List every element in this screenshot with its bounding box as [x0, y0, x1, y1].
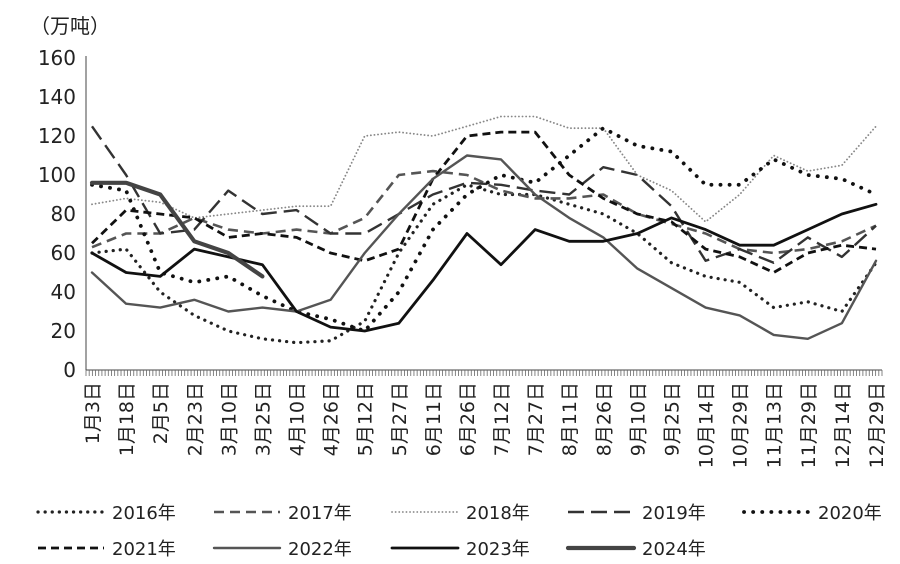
series-line-2016年	[90, 183, 878, 345]
y-tick-label: 160	[38, 46, 76, 70]
x-tick-label: 4月10日	[287, 382, 309, 456]
x-tick-label: 8月26日	[593, 382, 615, 456]
x-tick-label: 2月23日	[184, 382, 206, 456]
legend-label: 2017年	[288, 503, 352, 524]
x-tick-label: 3月10日	[218, 382, 240, 456]
series-layer	[89, 115, 878, 345]
y-tick-label: 40	[51, 280, 76, 304]
y-tick-label: 20	[51, 319, 76, 343]
legend-label: 2021年	[112, 539, 176, 560]
legend-item: 2024年	[565, 539, 706, 560]
legend-item: 2017年	[214, 503, 352, 524]
series-line-2022年	[90, 154, 878, 340]
x-tick-label: 5月12日	[355, 382, 377, 456]
x-tick-label: 6月11日	[423, 382, 445, 456]
legend: 2016年 2017年 2018年 2019年 2020年 2021年 2022年 2023年…	[36, 503, 882, 560]
x-tick-label: 11月13日	[764, 382, 786, 468]
x-tick-label: 9月10日	[627, 382, 649, 456]
series-line-2024年	[89, 180, 265, 279]
y-tick-label: 100	[38, 163, 76, 187]
legend-item: 2019年	[568, 503, 706, 524]
x-tick-label: 10月14日	[696, 382, 718, 468]
x-tick-label: 12月14日	[832, 382, 854, 468]
axes: 0 20 40 60 80 100 120 140 160 1月3日 1月18日 2月5日 2月23日 3…	[38, 46, 888, 468]
legend-label: 2020年	[818, 503, 882, 524]
x-tick-label: 11月29日	[798, 382, 820, 468]
x-tick-label: 10月29日	[730, 382, 752, 468]
y-tick-label: 140	[38, 85, 76, 109]
x-tick-label: 12月29日	[866, 382, 888, 468]
x-tick-label: 7月27日	[525, 382, 547, 456]
x-tick-label: 5月27日	[389, 382, 411, 456]
legend-item: 2016年	[36, 503, 176, 524]
legend-item: 2023年	[390, 539, 530, 560]
legend-label: 2019年	[642, 503, 706, 524]
x-tick-label: 8月11日	[559, 382, 581, 456]
x-tick-label: 4月26日	[321, 382, 343, 456]
x-tick-label: 1月18日	[116, 382, 138, 456]
legend-item: 2021年	[38, 539, 176, 560]
series-line-2019年	[91, 125, 877, 264]
y-tick-label: 120	[38, 124, 76, 148]
legend-label: 2022年	[288, 539, 352, 560]
x-tick-label: 7月12日	[491, 382, 513, 456]
legend-item: 2018年	[391, 503, 530, 524]
y-tick-label: 60	[51, 241, 76, 265]
legend-label: 2018年	[466, 503, 530, 524]
unit-label: （万吨）	[30, 14, 110, 38]
series-line-2020年	[90, 126, 878, 333]
legend-label: 2024年	[642, 539, 706, 560]
legend-item: 2022年	[212, 539, 352, 560]
legend-item: 2020年	[742, 503, 882, 524]
y-tick-label: 0	[63, 358, 76, 382]
y-tick-label: 80	[51, 202, 76, 226]
series-line-2023年	[90, 202, 878, 333]
legend-label: 2023年	[466, 539, 530, 560]
x-tick-label: 6月26日	[457, 382, 479, 456]
series-line-2021年	[91, 130, 877, 274]
x-tick-label: 3月25日	[252, 382, 274, 456]
x-tick-label: 9月25日	[661, 382, 683, 456]
x-tick-label: 2月5日	[150, 382, 172, 444]
series-line-2018年	[91, 115, 877, 223]
legend-label: 2016年	[112, 503, 176, 524]
x-tick-label: 1月3日	[82, 382, 104, 444]
